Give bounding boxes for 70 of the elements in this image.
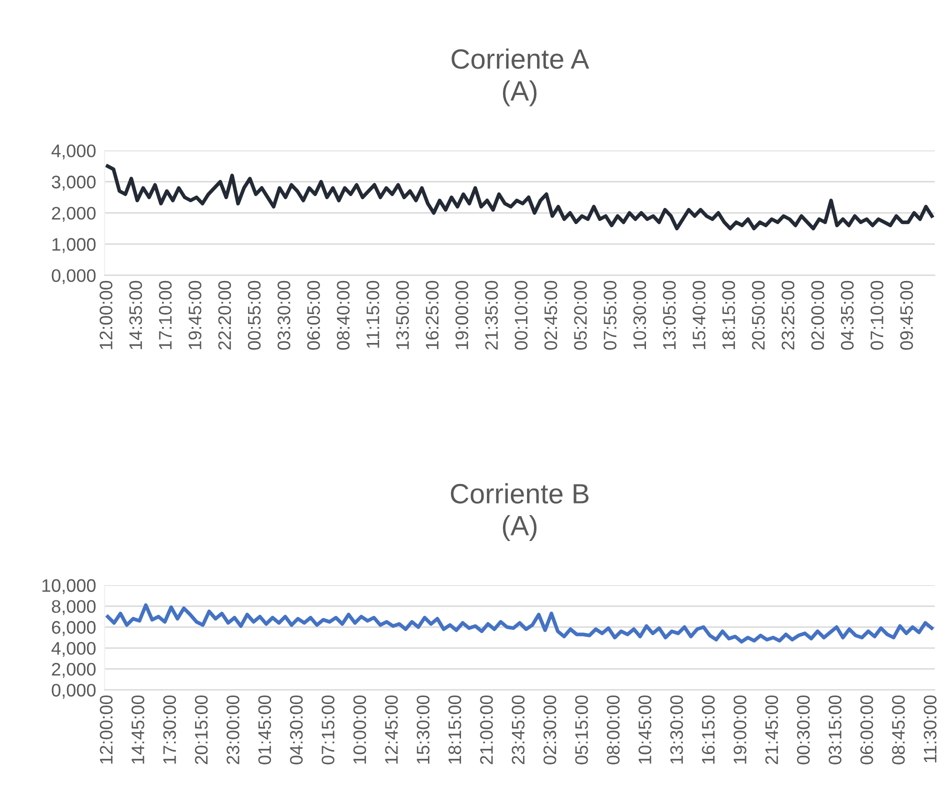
x-tick-label: 02:45:00 [544,280,558,350]
y-tick-label: 4,000 [52,642,96,657]
x-tick-label: 07:15:00 [322,695,334,764]
x-tick-label: 03:15:00 [828,695,842,764]
x-tick-label: 14:35:00 [129,280,142,350]
chart-title: Corriente A (A) [452,48,590,106]
y-tick-label: 0,000 [52,269,96,284]
x-tick-label: 13:50:00 [396,280,409,350]
x-tick-label: 16:25:00 [426,280,439,350]
x-tick-label: 14:45:00 [132,695,144,764]
line-series [106,603,934,644]
x-tick-label: 11:30:00 [924,695,937,762]
x-tick-label: 23:00:00 [226,695,240,764]
y-tick-label: 6,000 [52,621,96,636]
y-tick-label: 2,000 [52,206,96,222]
x-tick-label: 16:15:00 [702,695,715,764]
x-tick-label: 17:30:00 [163,695,176,764]
x-tick-label: 21:35:00 [485,280,498,350]
x-tick-label: 06:05:00 [307,280,320,350]
x-tick-label: 07:55:00 [604,280,616,350]
x-tick-label: 23:25:00 [782,280,794,350]
y-tick-label: 3,000 [52,176,96,191]
x-tick-label: 13:05:00 [663,280,676,350]
y-tick-label: 1,000 [52,238,96,253]
chart-title: Corriente B (A) [450,483,589,541]
y-tick-label: 8,000 [52,600,96,616]
x-tick-label: 11:15:00 [366,280,380,348]
x-tick-label: 10:30:00 [633,280,646,350]
y-tick-label: 4,000 [52,144,96,160]
x-tick-label: 10:45:00 [638,695,652,764]
x-tick-label: 21:45:00 [765,695,778,764]
x-tick-label: 00:30:00 [796,695,810,764]
x-tick-label: 19:45:00 [188,280,202,350]
x-tick-label: 04:30:00 [290,695,303,764]
x-tick-label: 15:40:00 [692,280,706,350]
x-tick-label: 12:45:00 [385,695,398,764]
x-tick-label: 08:00:00 [606,695,620,764]
x-tick-label: 18:15:00 [448,695,462,764]
x-tick-label: 05:20:00 [574,280,587,350]
line-series [106,164,934,230]
x-tick-label: 07:10:00 [870,280,884,350]
x-tick-label: 18:15:00 [722,280,736,350]
x-tick-label: 19:00:00 [455,280,468,350]
x-tick-label: 13:30:00 [670,695,684,764]
x-tick-label: 00:55:00 [248,280,261,350]
x-tick-label: 19:00:00 [734,695,746,764]
x-tick-label: 10:00:00 [353,695,366,764]
x-tick-label: 20:15:00 [194,695,208,764]
x-tick-label: 04:35:00 [840,280,854,350]
x-tick-label: 23:45:00 [512,695,525,764]
x-tick-label: 12:00:00 [100,280,112,350]
x-tick-label: 02:30:00 [543,695,556,764]
x-tick-label: 17:10:00 [158,280,172,350]
x-tick-label: 12:00:00 [100,695,113,764]
x-tick-label: 02:00:00 [811,280,824,350]
x-tick-label: 00:10:00 [514,280,528,350]
x-tick-label: 22:20:00 [218,280,232,350]
x-tick-label: 15:30:00 [416,695,430,764]
x-tick-label: 01:45:00 [258,695,272,764]
x-tick-label: 06:00:00 [860,695,874,764]
y-tick-label: 2,000 [52,662,96,678]
x-tick-label: 05:15:00 [575,695,588,764]
x-tick-label: 08:45:00 [892,695,905,764]
x-tick-label: 09:45:00 [900,280,913,350]
x-tick-label: 08:40:00 [336,280,350,350]
x-tick-label: 03:30:00 [278,280,290,350]
y-tick-label: 10,000 [42,579,96,594]
y-tick-label: 0,000 [52,684,96,699]
x-tick-label: 21:00:00 [480,695,493,764]
x-tick-label: 20:50:00 [752,280,765,350]
